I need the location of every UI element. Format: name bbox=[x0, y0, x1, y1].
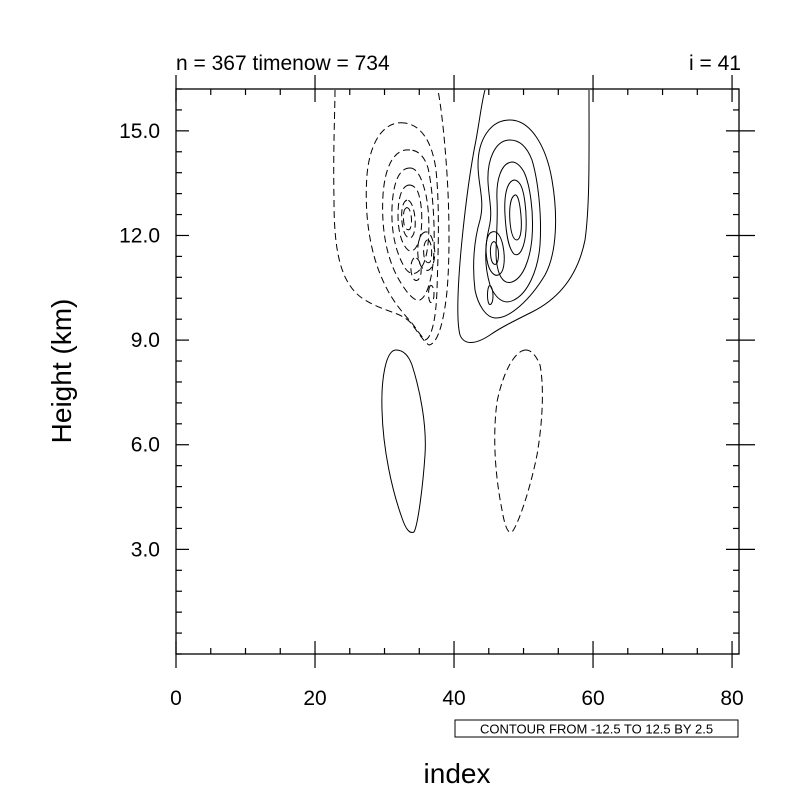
contour-pos-blob-b bbox=[489, 241, 499, 265]
x-tick-label: 80 bbox=[720, 687, 743, 710]
y-axis-title: Height (km) bbox=[46, 299, 77, 444]
y-tick-label: 15.0 bbox=[119, 120, 160, 143]
contour-lines bbox=[333, 89, 590, 533]
contour-pos-3 bbox=[485, 139, 542, 303]
y-tick-label: 3.0 bbox=[131, 538, 160, 561]
contour-pos-2 bbox=[473, 119, 557, 319]
contour-neg-4 bbox=[391, 167, 430, 275]
x-axis-tick-labels: 0 20 40 60 80 bbox=[170, 687, 744, 710]
contour-neg-7 bbox=[402, 207, 412, 231]
contour-neg-lower-lobe bbox=[494, 349, 543, 533]
contour-neg-blob-c bbox=[410, 257, 422, 281]
x-tick-label: 40 bbox=[442, 687, 465, 710]
contour-neg-blob-d bbox=[428, 285, 435, 303]
x-tick-label: 20 bbox=[303, 687, 326, 710]
contour-neg-outer bbox=[333, 89, 450, 346]
contour-pos-blob-a bbox=[485, 231, 505, 276]
y-tick-label: 6.0 bbox=[131, 434, 160, 457]
contour-pos-lower-lobe bbox=[381, 349, 426, 533]
x-tick-label: 60 bbox=[581, 687, 604, 710]
contour-info-box bbox=[454, 719, 739, 738]
contour-pos-blob-c bbox=[487, 285, 494, 305]
x-axis-title: index bbox=[424, 758, 491, 789]
plot-frame bbox=[175, 88, 740, 655]
contour-neg-5 bbox=[397, 184, 423, 252]
x-tick-label: 0 bbox=[170, 687, 182, 710]
contour-info-text: CONTOUR FROM -12.5 TO 12.5 BY 2.5 bbox=[480, 722, 713, 737]
contour-pos-4 bbox=[495, 161, 533, 284]
contour-neg-2 bbox=[365, 122, 439, 341]
title-right: i = 41 bbox=[689, 52, 741, 75]
contour-neg-3 bbox=[382, 149, 435, 301]
contour-pos-6 bbox=[509, 194, 522, 241]
contour-neg-blob-b bbox=[423, 239, 433, 264]
contour-neg-blob-a bbox=[417, 231, 436, 271]
y-axis-ticks bbox=[176, 88, 755, 655]
x-axis-ticks bbox=[175, 75, 733, 668]
contour-pos-5 bbox=[504, 179, 527, 256]
y-tick-label: 9.0 bbox=[131, 329, 160, 352]
contour-neg-6 bbox=[401, 199, 416, 239]
contour-pos-outer bbox=[457, 89, 590, 343]
title-left: n = 367 timenow = 734 bbox=[176, 52, 390, 75]
y-axis-tick-labels: 3.0 6.0 9.0 12.0 15.0 bbox=[119, 120, 160, 562]
y-tick-label: 12.0 bbox=[119, 224, 160, 247]
